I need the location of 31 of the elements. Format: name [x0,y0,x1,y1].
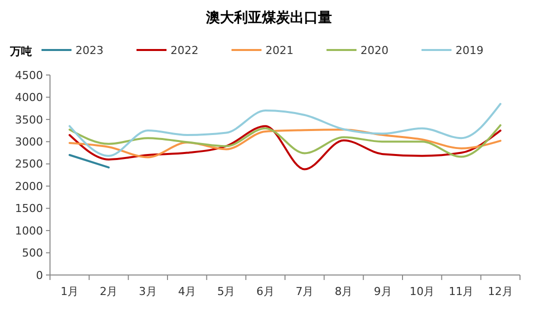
line-series [68,102,502,157]
y-tick-label: 1000 [15,224,43,238]
x-tick-label: 5月 [217,285,236,298]
y-tick-label: 4500 [15,68,43,82]
legend-label: 2019 [456,44,484,57]
x-tick-label: 4月 [178,285,196,298]
legend-label: 2022 [170,44,198,57]
x-tick-label: 7月 [296,285,314,298]
x-tick-label: 12月 [488,285,513,298]
y-tick-label: 0 [36,268,43,282]
legend-label: 2020 [360,44,388,57]
legend-label: 2021 [266,44,294,57]
chart-title: 澳大利亚煤炭出口量 [205,10,332,26]
x-tick-label: 11月 [448,285,474,298]
x-tick-label: 1月 [60,285,79,298]
y-tick-label: 500 [22,246,43,260]
y-tick-label: 4000 [15,91,43,104]
y-tick-label: 3000 [15,136,43,149]
x-tick-label: 6月 [256,285,274,298]
x-tick-label: 9月 [374,285,392,298]
y-tick-label: 1500 [15,202,43,216]
legend-label: 2023 [76,44,104,57]
x-tick-label: 2月 [100,285,118,298]
y-tick-label: 2000 [15,180,43,193]
y-tick-label: 3500 [15,113,43,126]
x-tick-label: 8月 [334,285,353,298]
x-tick-label: 10月 [410,285,435,298]
line-series [68,125,502,170]
y-tick-label: 2500 [15,158,43,171]
x-tick-label: 3月 [138,285,157,298]
y-axis-title: 万吨 [9,45,32,58]
